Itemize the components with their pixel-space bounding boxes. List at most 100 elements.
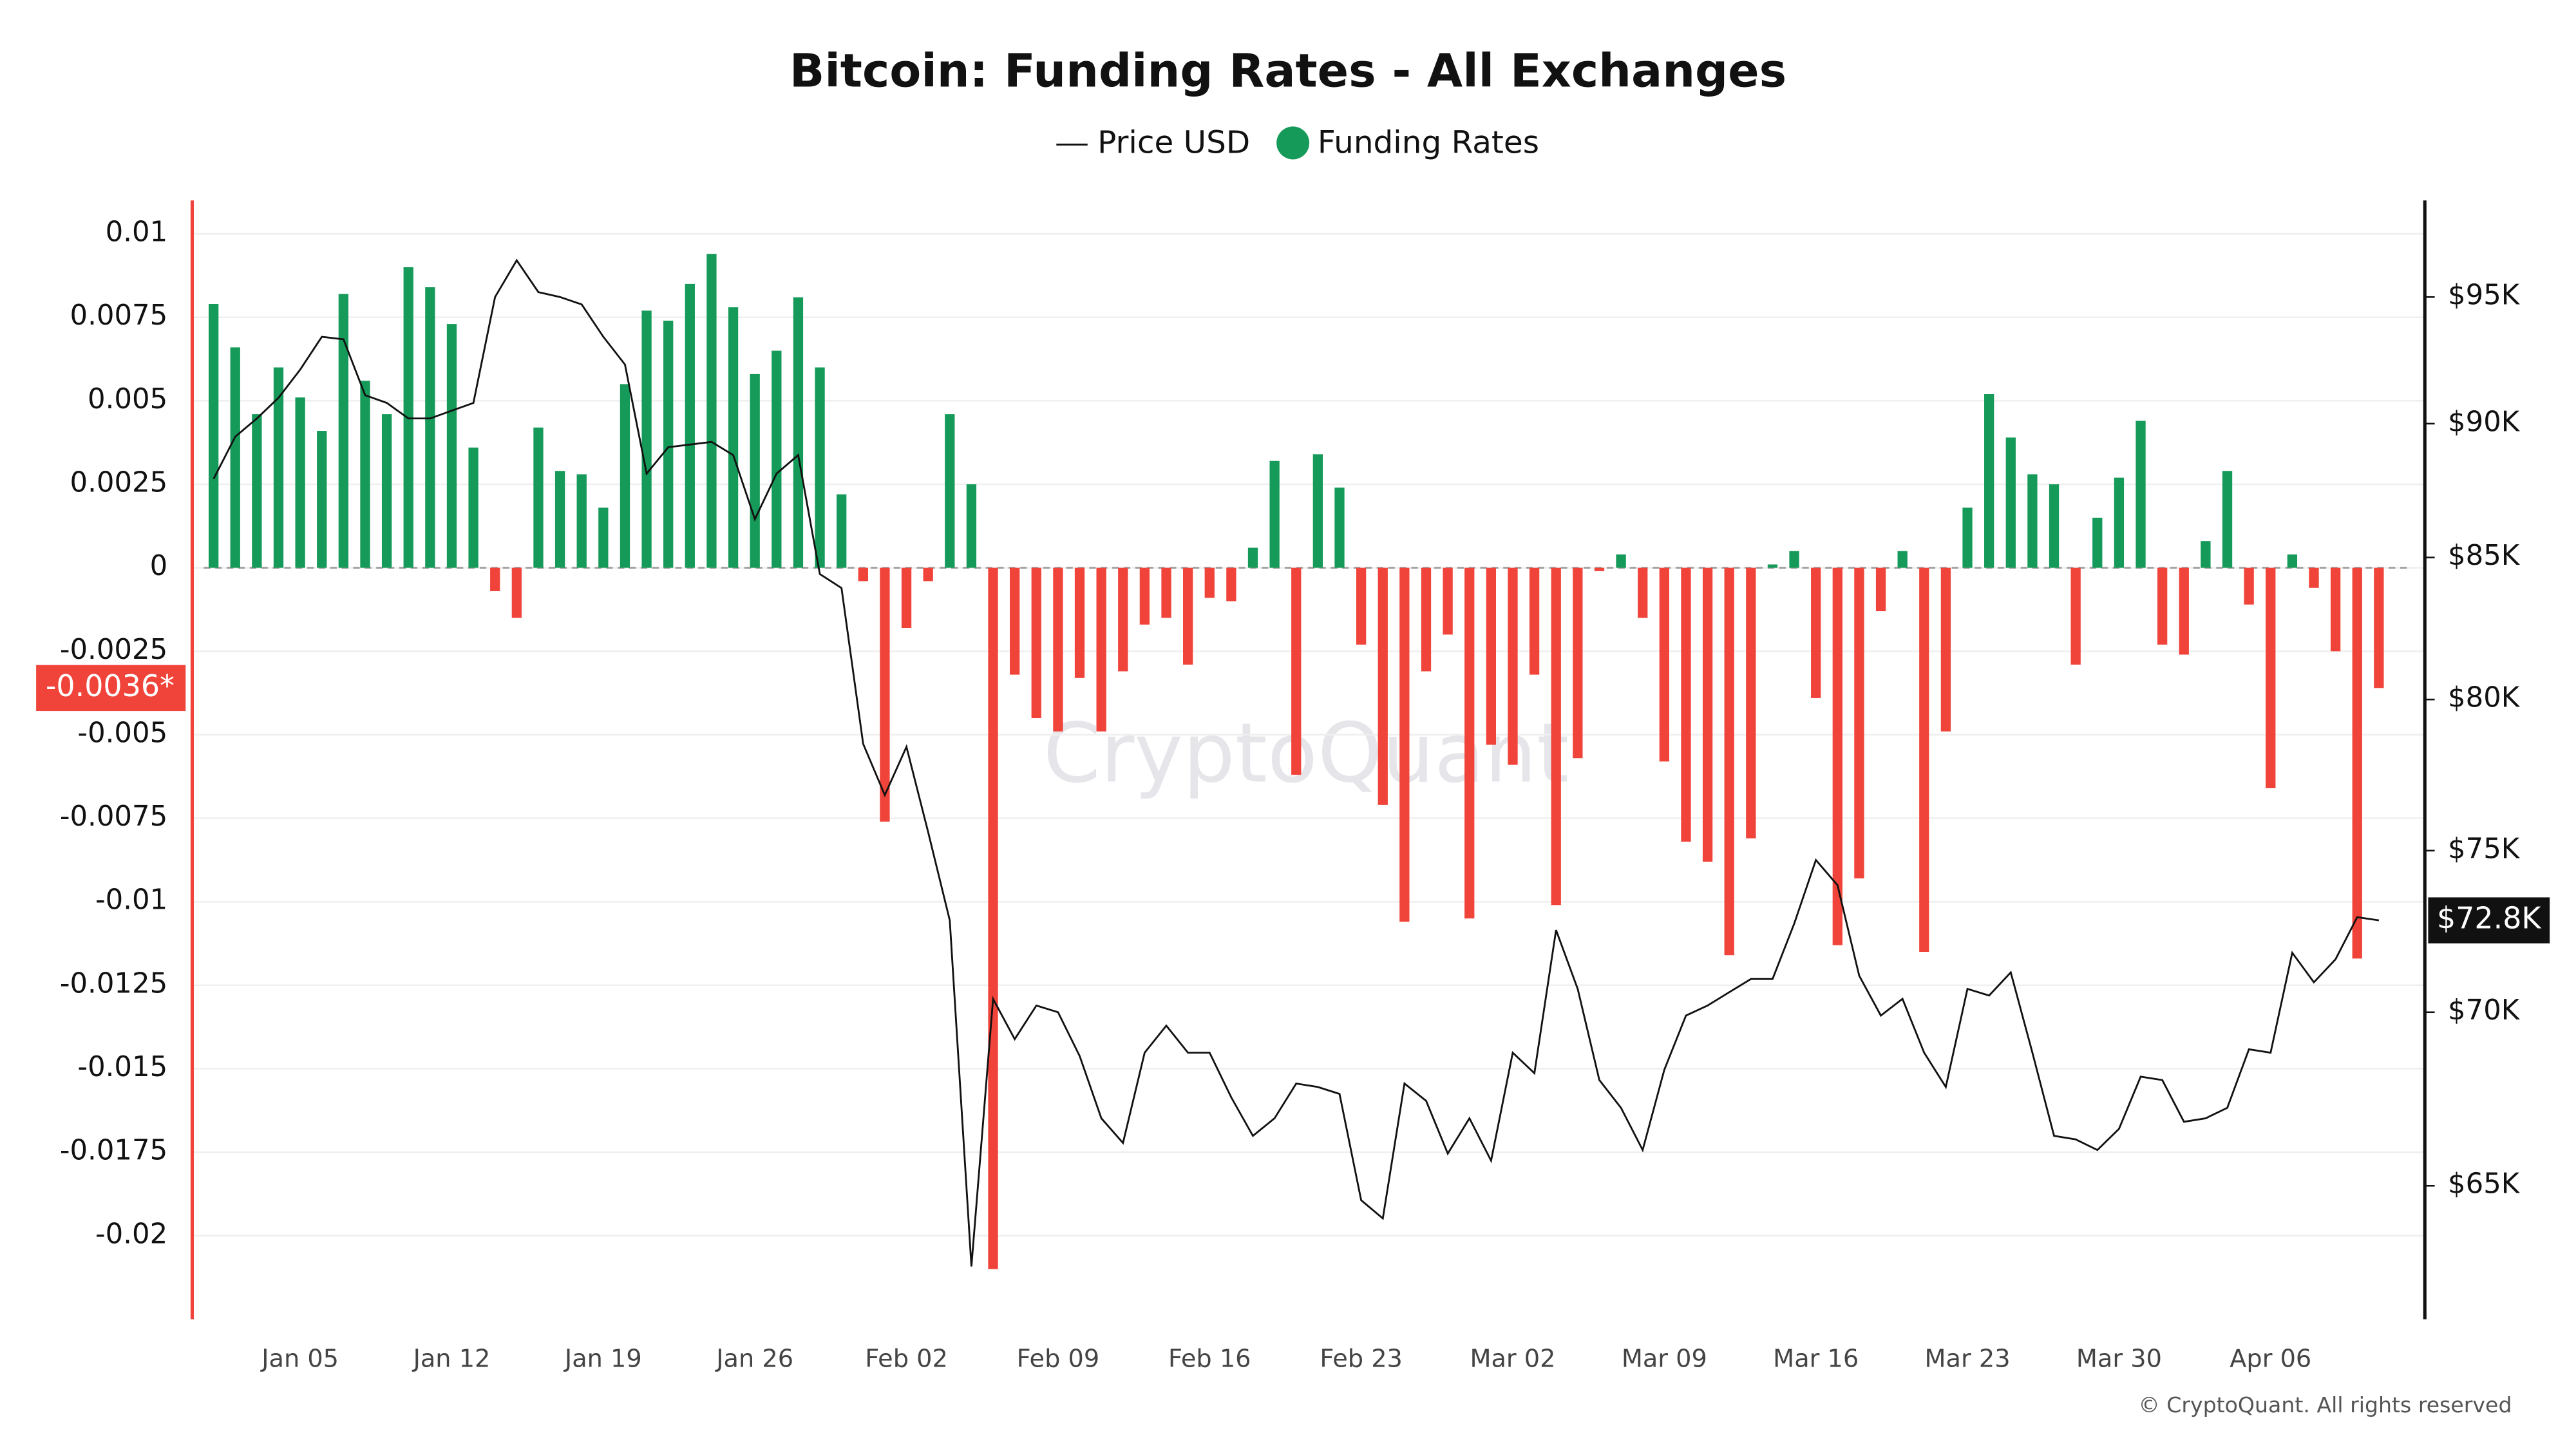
bar <box>750 374 760 568</box>
bar <box>576 474 587 568</box>
y-marker-box <box>36 665 186 712</box>
x-tick-label: Feb 23 <box>1320 1345 1403 1374</box>
bar <box>1854 567 1864 878</box>
chart-title: Bitcoin: Funding Rates - All Exchanges <box>790 44 1786 97</box>
bar <box>1573 567 1583 759</box>
bar <box>1334 488 1345 568</box>
bar <box>2092 517 2103 568</box>
bar <box>1226 567 1236 601</box>
bar <box>2027 474 2038 568</box>
bar <box>2114 477 2125 568</box>
x-tick-label: Jan 05 <box>260 1345 339 1374</box>
bar <box>1659 567 1669 762</box>
y-tick-label: 0.005 <box>88 383 167 415</box>
bar <box>1984 394 1994 568</box>
bar <box>490 567 500 591</box>
bar <box>1182 567 1193 665</box>
bar <box>663 320 674 568</box>
x-tick-label: Jan 12 <box>412 1345 491 1374</box>
bar <box>815 367 825 568</box>
bar <box>1356 567 1367 645</box>
bar <box>1940 567 1951 732</box>
bar <box>1139 567 1150 625</box>
bar <box>966 484 977 568</box>
bar <box>2330 567 2341 652</box>
bar <box>1638 567 1648 618</box>
y-tick-label: -0.0025 <box>60 634 167 666</box>
bar <box>837 494 847 568</box>
y-tick-label: -0.0175 <box>60 1135 167 1167</box>
legend-label: Price USD <box>1097 124 1250 160</box>
bar <box>2374 567 2384 688</box>
bar <box>208 303 219 568</box>
bar <box>2244 567 2254 605</box>
bar <box>468 447 478 568</box>
y-tick-label: 0.0075 <box>70 299 167 332</box>
bar <box>317 431 327 568</box>
y2-tick-label: $80K <box>2448 682 2521 714</box>
bar <box>1746 567 1756 838</box>
y2-tick-label: $95K <box>2448 279 2521 312</box>
bar <box>2309 567 2319 588</box>
y2-tick-label: $90K <box>2448 406 2521 438</box>
y-tick-label: -0.01 <box>95 884 167 916</box>
bar <box>1919 567 1929 952</box>
bar <box>2070 567 2081 665</box>
bar <box>1811 567 1821 698</box>
x-tick-label: Apr 06 <box>2230 1345 2311 1374</box>
bar <box>511 567 522 618</box>
bar <box>1529 567 1540 675</box>
bar <box>1378 567 1388 805</box>
bar <box>1551 567 1561 905</box>
bar <box>1053 567 1063 732</box>
x-tick-label: Mar 30 <box>2076 1345 2162 1374</box>
bar <box>880 567 890 822</box>
bar <box>945 414 955 568</box>
x-tick-label: Mar 16 <box>1773 1345 1859 1374</box>
bar <box>446 324 457 568</box>
bar <box>1464 567 1475 919</box>
bar <box>295 397 305 568</box>
bar <box>2179 567 2189 655</box>
y-tick-label: -0.015 <box>77 1051 167 1083</box>
bar <box>273 367 284 568</box>
bar <box>1616 554 1626 568</box>
bar <box>988 567 998 1269</box>
bar <box>554 471 565 568</box>
bar <box>252 414 262 568</box>
bar <box>360 381 370 568</box>
bar <box>1875 567 1886 612</box>
x-tick-label: Mar 02 <box>1470 1345 1555 1374</box>
bar <box>1486 567 1497 745</box>
bar <box>1443 567 1453 635</box>
bar <box>1096 567 1106 732</box>
bar <box>901 567 912 629</box>
price-line <box>213 258 2380 1267</box>
bar <box>2222 471 2233 568</box>
bar <box>381 414 392 568</box>
y2-tick-label: $70K <box>2448 994 2521 1027</box>
bar <box>1421 567 1432 672</box>
bar <box>2266 567 2276 788</box>
bar <box>425 287 435 568</box>
bar <box>685 283 695 568</box>
x-tick-label: Mar 09 <box>1622 1345 1707 1374</box>
bar <box>1897 551 1908 568</box>
bar <box>1291 567 1302 775</box>
bar <box>728 307 739 568</box>
bar <box>1767 564 1778 568</box>
bar <box>2352 567 2362 959</box>
bar <box>793 297 804 568</box>
bar <box>338 294 349 568</box>
bar <box>533 427 544 568</box>
bar <box>1832 567 1842 945</box>
bar <box>598 507 609 568</box>
bar <box>230 347 240 568</box>
bar <box>1074 567 1085 678</box>
bar <box>1204 567 1215 598</box>
bar <box>2287 554 2298 568</box>
y-tick-label: 0.01 <box>106 216 168 249</box>
x-tick-label: Jan 19 <box>564 1345 642 1374</box>
